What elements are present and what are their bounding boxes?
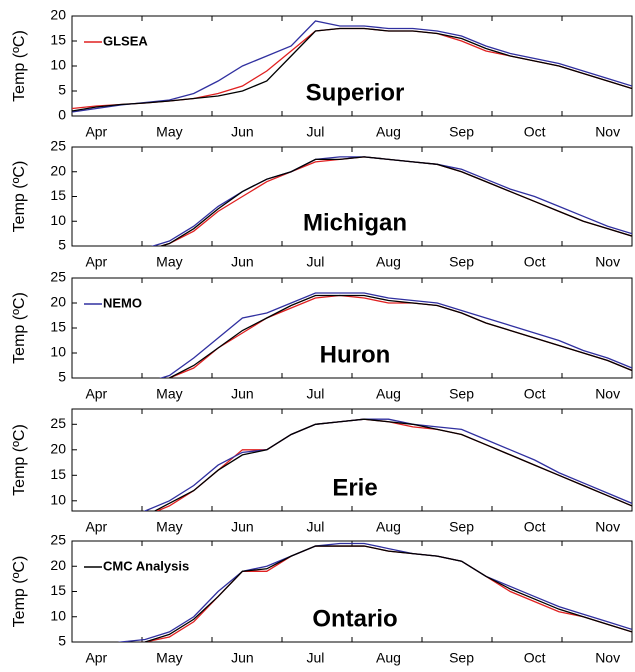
x-tick-label: Aug	[376, 124, 401, 140]
y-tick-label: 10	[50, 607, 66, 623]
y-tick-label: 20	[50, 7, 66, 23]
series-line	[167, 294, 632, 378]
y-tick-label: 5	[58, 237, 66, 253]
x-tick-label: May	[156, 254, 182, 270]
x-tick-label: Sep	[449, 519, 474, 535]
y-axis-label: Temp (ºC)	[11, 161, 28, 233]
series-line	[72, 27, 632, 112]
x-tick-label: Oct	[524, 254, 546, 270]
y-tick-label: 15	[50, 582, 66, 598]
x-tick-label: Nov	[595, 254, 620, 270]
legend-label: CMC Analysis	[103, 558, 189, 573]
y-axis-label: Temp (ºC)	[11, 292, 28, 364]
y-tick-label: 5	[58, 633, 66, 649]
x-tick-label: Oct	[524, 124, 546, 140]
x-tick-label: Nov	[595, 650, 620, 666]
x-tick-label: Jun	[231, 386, 254, 402]
series-line	[159, 156, 632, 246]
legend-label: GLSEA	[103, 33, 148, 48]
y-axis-label: Temp (ºC)	[11, 556, 28, 628]
x-tick-label: Oct	[524, 650, 546, 666]
x-tick-label: Apr	[85, 650, 107, 666]
series-line	[150, 156, 632, 246]
y-tick-label: 20	[50, 294, 66, 310]
x-tick-label: Jul	[307, 386, 325, 402]
x-tick-label: Oct	[524, 519, 546, 535]
panel-title: Superior	[306, 79, 405, 106]
y-tick-label: 15	[50, 187, 66, 203]
legend-bg	[82, 33, 151, 51]
x-tick-label: Aug	[376, 254, 401, 270]
series-line	[138, 545, 632, 642]
x-tick-label: Sep	[449, 254, 474, 270]
y-axis-label: Temp (ºC)	[11, 30, 28, 102]
series-line	[159, 292, 632, 378]
x-tick-label: Aug	[376, 386, 401, 402]
y-tick-label: 15	[50, 32, 66, 48]
x-tick-label: Jun	[231, 124, 254, 140]
series-group	[143, 418, 632, 511]
panel-title: Michigan	[303, 209, 407, 236]
y-tick-label: 0	[58, 107, 66, 123]
x-tick-label: Jul	[307, 124, 325, 140]
x-tick-label: Jul	[307, 519, 325, 535]
x-tick-label: May	[156, 386, 182, 402]
x-tick-label: Jul	[307, 650, 325, 666]
y-tick-label: 5	[58, 82, 66, 98]
x-tick-label: Apr	[85, 519, 107, 535]
x-tick-label: Nov	[595, 124, 620, 140]
y-tick-label: 5	[58, 369, 66, 385]
y-axis-label: Temp (ºC)	[11, 424, 28, 496]
x-tick-label: Oct	[524, 386, 546, 402]
y-tick-label: 20	[50, 441, 66, 457]
y-tick-label: 10	[50, 344, 66, 360]
y-tick-label: 25	[50, 269, 66, 285]
y-tick-label: 25	[50, 138, 66, 154]
y-tick-label: 10	[50, 492, 66, 508]
x-tick-label: Apr	[85, 254, 107, 270]
x-tick-label: May	[156, 124, 182, 140]
x-tick-label: May	[156, 519, 182, 535]
x-tick-label: Sep	[449, 386, 474, 402]
x-tick-label: Sep	[449, 650, 474, 666]
x-tick-label: Nov	[595, 519, 620, 535]
y-tick-label: 25	[50, 532, 66, 548]
legend-bg	[82, 558, 193, 576]
panel-title: Erie	[332, 474, 377, 501]
series-line	[153, 418, 632, 511]
x-tick-label: Sep	[449, 124, 474, 140]
y-tick-label: 20	[50, 557, 66, 573]
x-tick-label: Nov	[595, 386, 620, 402]
x-tick-label: Jul	[307, 254, 325, 270]
series-line	[117, 542, 632, 642]
y-tick-label: 15	[50, 319, 66, 335]
x-tick-label: Apr	[85, 386, 107, 402]
legend-label: NEMO	[103, 295, 142, 310]
y-tick-label: 20	[50, 162, 66, 178]
panel-title: Huron	[320, 341, 391, 368]
panel-title: Ontario	[312, 605, 397, 632]
x-tick-label: Jun	[231, 254, 254, 270]
x-tick-label: Apr	[85, 124, 107, 140]
series-group	[159, 292, 632, 378]
x-tick-label: May	[156, 650, 182, 666]
series-group	[72, 20, 632, 113]
series-group	[117, 542, 632, 642]
x-tick-label: Aug	[376, 519, 401, 535]
series-group	[150, 156, 632, 246]
x-tick-label: Jun	[231, 519, 254, 535]
series-line	[72, 20, 632, 113]
y-tick-label: 10	[50, 57, 66, 73]
y-tick-label: 25	[50, 415, 66, 431]
y-tick-label: 15	[50, 466, 66, 482]
legend-bg	[82, 295, 145, 313]
x-tick-label: Aug	[376, 650, 401, 666]
x-tick-label: Jun	[231, 650, 254, 666]
y-tick-label: 10	[50, 212, 66, 228]
